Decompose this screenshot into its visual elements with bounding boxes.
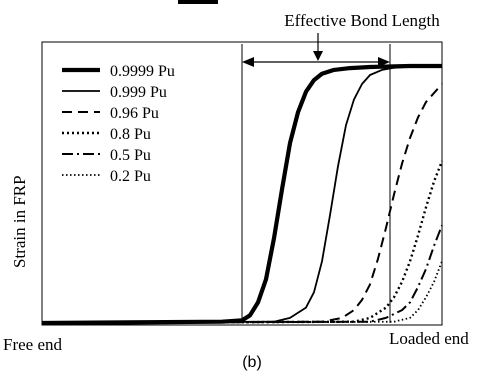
series-line-0-8-pu xyxy=(41,160,444,325)
legend-label-0-999-pu: 0.999 Pu xyxy=(110,84,167,101)
clipped-caption-fragment xyxy=(178,0,218,4)
series-line-0-999-pu xyxy=(41,65,443,324)
series-curves xyxy=(41,63,444,326)
chart-title: Effective Bond Length xyxy=(284,11,440,30)
arrowhead-right-icon xyxy=(378,57,390,67)
series-line-0-96-pu xyxy=(41,83,443,324)
legend-label-0-9999-pu: 0.9999 Pu xyxy=(110,63,175,80)
figure-caption: (b) xyxy=(242,354,262,371)
legend-label-0-96-pu: 0.96 Pu xyxy=(110,105,159,122)
y-axis-label: Strain in FRP xyxy=(10,175,29,268)
arrowhead-down-icon xyxy=(313,51,323,61)
legend-label-0-8-pu: 0.8 Pu xyxy=(110,126,151,143)
series-line-0-9999-pu xyxy=(41,63,442,326)
x-axis-label-right: Loaded end xyxy=(389,329,469,348)
effective-bond-length-annotation: Effective Bond Length xyxy=(241,11,440,323)
series-line-0-5-pu xyxy=(41,224,443,324)
x-axis-label-left: Free end xyxy=(3,335,63,354)
legend: 0.9999 Pu 0.999 Pu 0.96 Pu 0.8 Pu 0.5 Pu 0.2 … xyxy=(62,63,175,185)
series-line-0-2-pu xyxy=(41,260,443,324)
legend-label-0-2-pu: 0.2 Pu xyxy=(110,168,151,185)
legend-label-0-5-pu: 0.5 Pu xyxy=(110,147,151,164)
arrowhead-left-icon xyxy=(242,57,254,67)
plot-frame xyxy=(41,41,443,326)
